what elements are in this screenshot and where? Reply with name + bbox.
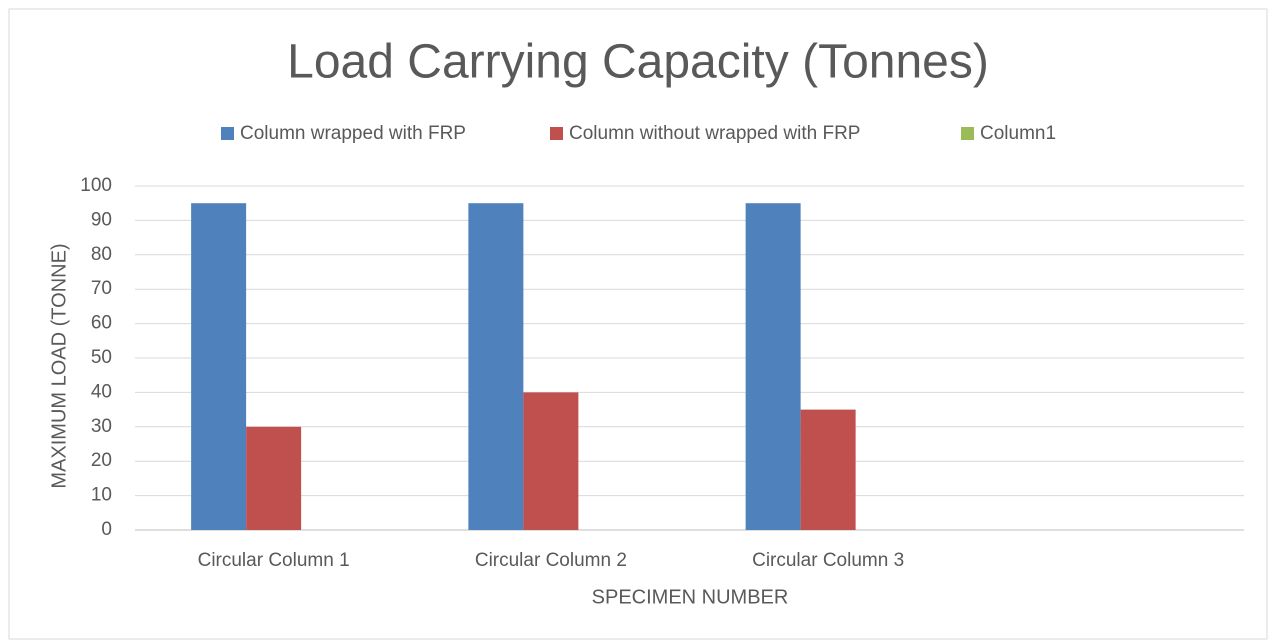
legend-swatch: [550, 127, 563, 140]
bar: [191, 203, 247, 530]
bar: [246, 426, 302, 530]
x-tick-label: Circular Column 1: [198, 550, 350, 571]
y-tick-label: 30: [91, 416, 112, 437]
bar: [745, 203, 801, 530]
bar: [523, 392, 579, 530]
x-axis-title: SPECIMEN NUMBER: [592, 586, 789, 608]
y-tick-label: 0: [101, 519, 112, 540]
x-tick-label: Circular Column 2: [475, 550, 627, 571]
legend-label: Column1: [980, 123, 1056, 144]
y-tick-label: 60: [91, 313, 112, 334]
y-tick-label: 70: [91, 278, 112, 299]
y-tick-label: 50: [91, 347, 112, 368]
bar: [468, 203, 524, 530]
legend-swatch: [221, 127, 234, 140]
y-tick-label: 100: [80, 175, 112, 196]
y-tick-label: 20: [91, 450, 112, 471]
chart-title: Load Carrying Capacity (Tonnes): [287, 36, 989, 89]
x-tick-label: Circular Column 3: [752, 550, 904, 571]
legend-label: Column without wrapped with FRP: [569, 123, 860, 144]
y-axis-title: MAXIMUM LOAD (TONNE): [48, 243, 70, 488]
y-tick-label: 90: [91, 209, 112, 230]
y-tick-label: 80: [91, 244, 112, 265]
bar: [800, 409, 856, 530]
y-tick-label: 40: [91, 381, 112, 402]
legend-label: Column wrapped with FRP: [240, 123, 466, 144]
y-tick-label: 10: [91, 485, 112, 506]
legend-swatch: [961, 127, 974, 140]
